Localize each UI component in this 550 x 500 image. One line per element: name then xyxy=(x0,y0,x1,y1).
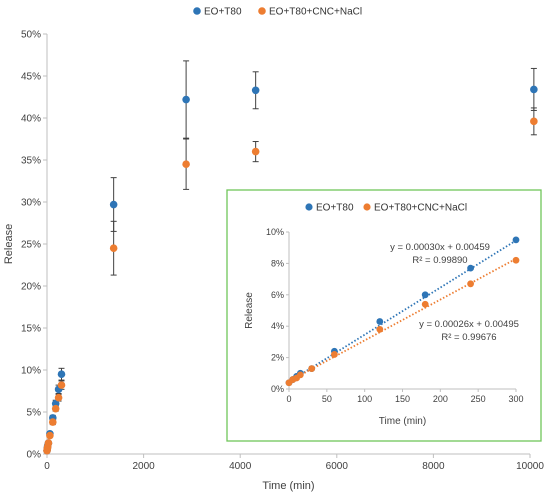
inset-data-point-eo-t80-cnc-nacl xyxy=(421,300,429,308)
x-axis-title: Time (min) xyxy=(262,480,314,492)
data-point-eo-t80-cnc-nacl xyxy=(54,393,63,402)
y-tick-label: 30% xyxy=(21,198,41,209)
data-point-eo-t80-cnc-nacl xyxy=(182,160,190,168)
y-tick-label: 50% xyxy=(21,30,41,41)
inset-legend-label-eo-t80-cnc-nacl: EO+T80+CNC+NaCl xyxy=(374,203,467,214)
inset-x-tick-label: 200 xyxy=(433,394,448,404)
x-tick-label: 0 xyxy=(44,461,50,472)
data-point-eo-t80-cnc-nacl xyxy=(44,439,53,447)
inset-y-tick-label: 2% xyxy=(271,353,284,363)
inset-data-point-eo-t80 xyxy=(421,291,429,299)
data-point-eo-t80-cnc-nacl xyxy=(251,147,260,156)
y-tick-label: 10% xyxy=(21,366,41,377)
inset-y-tick-label: 0% xyxy=(271,384,284,394)
inset-y-tick-label: 6% xyxy=(271,290,284,300)
trendline-eo-t80-cnc-nacl xyxy=(288,257,517,383)
inset-legend-marker-eo-t80-cnc-nacl xyxy=(363,203,371,211)
y-tick-label: 15% xyxy=(21,324,41,335)
inset-x-tick-label: 0 xyxy=(286,394,291,404)
trendline-equation-eo-t80-cnc-nacl: y = 0.00026x + 0.00495 xyxy=(419,319,519,330)
data-point-eo-t80-cnc-nacl xyxy=(57,381,66,389)
data-point-eo-t80 xyxy=(57,370,66,379)
inset-data-point-eo-t80 xyxy=(467,264,474,272)
data-point-eo-t80-cnc-nacl xyxy=(48,418,57,426)
data-point-eo-t80 xyxy=(530,85,538,94)
inset-x-tick-label: 100 xyxy=(357,394,372,404)
inset-legend-label-eo-t80: EO+T80 xyxy=(316,203,354,214)
inset-data-point-eo-t80-cnc-nacl xyxy=(331,351,338,358)
inset-y-tick-label: 8% xyxy=(271,258,284,268)
data-point-eo-t80-cnc-nacl xyxy=(46,431,54,440)
data-point-eo-t80 xyxy=(182,95,190,104)
legend-label-eo-t80-cnc-nacl: EO+T80+CNC+NaCl xyxy=(269,7,362,18)
inset-data-point-eo-t80 xyxy=(376,318,384,325)
data-point-eo-t80-cnc-nacl xyxy=(109,244,118,252)
inset-data-point-eo-t80-cnc-nacl xyxy=(308,365,316,372)
x-tick-label: 2000 xyxy=(132,461,155,472)
y-tick-label: 5% xyxy=(27,408,42,419)
inset-x-tick-label: 150 xyxy=(395,394,410,404)
y-tick-label: 25% xyxy=(21,240,41,251)
trendline-r2-eo-t80-cnc-nacl: R² = 0.99676 xyxy=(441,332,496,343)
inset-x-tick-label: 300 xyxy=(508,394,523,404)
y-axis-title: Release xyxy=(3,224,15,264)
inset-legend-marker-eo-t80 xyxy=(305,203,313,211)
y-tick-label: 45% xyxy=(21,72,41,83)
trendline-equation-eo-t80: y = 0.00030x + 0.00459 xyxy=(390,242,490,253)
inset-data-point-eo-t80-cnc-nacl xyxy=(376,325,384,333)
inset-chart: 0% 2% 4% 6% 8% 10% 0 50 100 150 200 250 300 Time (min… xyxy=(226,189,542,442)
inset-x-tick-label: 50 xyxy=(322,394,332,404)
legend: EO+T80 EO+T80+CNC+NaCl xyxy=(193,7,362,18)
inset-y-tick-label: 10% xyxy=(266,227,284,237)
y-tick-label: 0% xyxy=(27,450,42,461)
inset-legend: EO+T80 EO+T80+CNC+NaCl xyxy=(305,203,467,214)
x-tick-label: 6000 xyxy=(326,461,349,472)
inset-y-tick-label: 4% xyxy=(271,321,284,331)
data-point-eo-t80 xyxy=(251,86,260,95)
inset-x-axis-title: Time (min) xyxy=(379,416,426,427)
x-tick-label: 10000 xyxy=(516,461,544,472)
trendline-r2-eo-t80: R² = 0.99890 xyxy=(412,255,467,266)
data-point-eo-t80 xyxy=(109,200,118,209)
legend-marker-eo-t80-cnc-nacl xyxy=(258,7,266,15)
inset-x-tick-label: 250 xyxy=(471,394,486,404)
main-chart: 0%5%10%15%20%25%30%35%40%45%50%0 2000 4000… xyxy=(3,7,544,493)
trendline-eo-t80 xyxy=(288,239,517,383)
y-tick-label: 40% xyxy=(21,114,41,125)
inset-data-point-eo-t80 xyxy=(512,236,520,244)
inset-frame xyxy=(226,189,542,442)
inset-data-point-eo-t80-cnc-nacl xyxy=(296,371,304,379)
legend-label-eo-t80: EO+T80 xyxy=(204,7,242,18)
y-tick-label: 20% xyxy=(21,282,41,293)
x-tick-label: 4000 xyxy=(229,461,252,472)
y-tick-label: 35% xyxy=(21,156,41,167)
inset-y-axis-title: Release xyxy=(244,292,255,329)
legend-marker-eo-t80 xyxy=(193,7,201,15)
data-point-eo-t80-cnc-nacl xyxy=(530,117,538,126)
inset-data-point-eo-t80-cnc-nacl xyxy=(467,280,474,288)
data-point-eo-t80-cnc-nacl xyxy=(51,404,60,413)
x-tick-label: 8000 xyxy=(422,461,445,472)
inset-data-point-eo-t80-cnc-nacl xyxy=(512,256,520,264)
